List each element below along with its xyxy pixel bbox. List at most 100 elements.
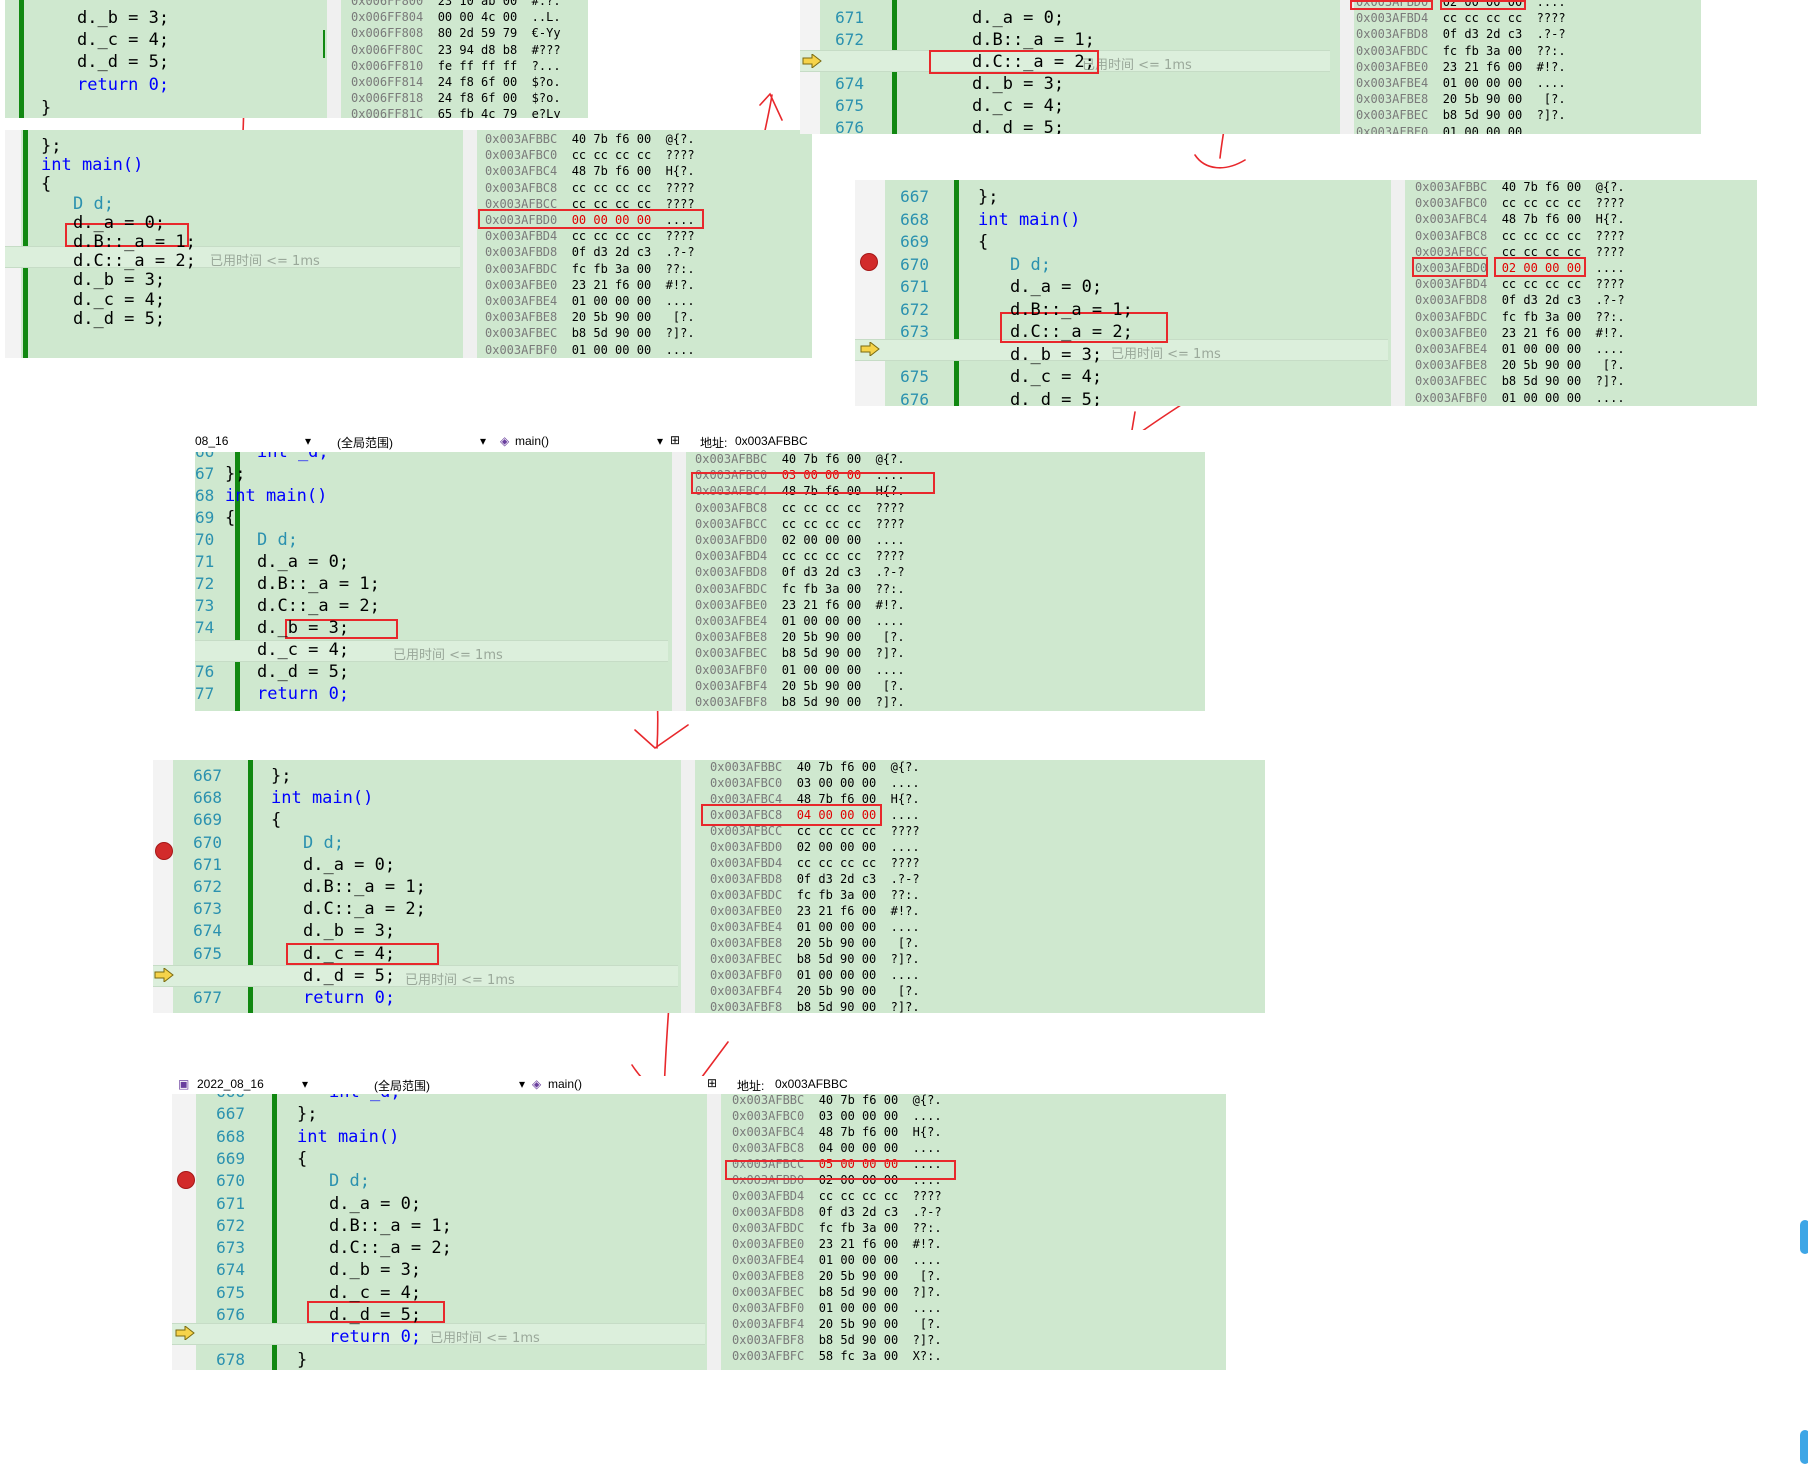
memory-ascii: #!?. [1595, 325, 1625, 340]
memory-ascii: ???? [1536, 11, 1566, 26]
line-number: 668 [900, 209, 929, 229]
line-number: 673 [193, 899, 222, 919]
line-number: 667 [193, 766, 222, 785]
memory-row: 0x003AFBE0 23 21 f6 00 #!?. [1415, 326, 1625, 340]
edge-handle[interactable] [1800, 1220, 1808, 1254]
elapsed-hint: 已用时间 <= 1ms [210, 254, 320, 269]
memory-address: 0x003AFBF0 [485, 342, 558, 357]
highlight-box [1000, 312, 1168, 343]
memory-row: 0x003AFBE0 23 21 f6 00 #!?. [1356, 60, 1566, 74]
highlight-box [1494, 257, 1586, 277]
memory-ascii: .... [1595, 390, 1625, 405]
function-icon: ◈ [532, 1077, 542, 1091]
panel-7: 666667668669670671672673674675676677678 … [172, 1094, 1226, 1370]
function-dropdown[interactable]: main() [515, 434, 550, 448]
memory-bytes: 40 7b f6 00 [1501, 180, 1582, 194]
memory-row: 0x003AFBF8 b8 5d 90 00 ?]?. [732, 1333, 942, 1347]
chevron-down-icon[interactable]: ▾ [302, 1077, 309, 1091]
scope-dropdown[interactable]: (全局范围) [337, 436, 393, 450]
memory-row: 0x003AFBE8 20 5b 90 00 [?. [710, 936, 920, 950]
memory-address: 0x003AFBC0 [710, 776, 783, 790]
code-line: { [297, 1148, 308, 1169]
breakpoint-icon[interactable] [155, 842, 173, 860]
memory-row: 0x003AFBEC b8 5d 90 00 ?]?. [695, 646, 905, 660]
memory-ascii: ??:. [890, 888, 920, 902]
chevron-down-icon[interactable]: ▾ [305, 434, 312, 448]
elapsed-hint: 已用时间 <= 1ms [405, 973, 515, 988]
memory-ascii: .... [665, 342, 695, 357]
memory-address: 0x003AFBF0 [1356, 124, 1429, 134]
code-line: d.C::_a = 2; [1010, 322, 1133, 342]
highlight-box [65, 223, 189, 247]
memory-row: 0x003AFBDC fc fb 3a 00 ??:. [732, 1221, 942, 1235]
memory-address: 0x003AFBD8 [732, 1205, 805, 1219]
project-dropdown[interactable]: 08_16 [195, 434, 229, 448]
line-number: 672 [835, 30, 864, 49]
code-line: d._a = 0; [73, 212, 166, 233]
memory-row: 0x003AFBD0 02 00 00 00 .... [1415, 261, 1625, 275]
memory-address: 0x003AFBD4 [732, 1189, 805, 1203]
breakpoint-icon[interactable] [177, 1171, 195, 1189]
memory-row: 0x003AFBE0 23 21 f6 00 #!?. [710, 904, 920, 918]
chevron-down-icon[interactable]: ▾ [480, 434, 487, 448]
line-number: 672 [900, 299, 929, 319]
memory-ascii: .?-? [1595, 293, 1625, 308]
scrollbar[interactable] [1391, 180, 1405, 406]
memory-bytes: 40 7b f6 00 [781, 452, 862, 466]
edge-handle[interactable] [1800, 1430, 1808, 1464]
code-line: d._d = 5; [329, 1305, 422, 1325]
memory-row: 0x003AFBDC fc fb 3a 00 ??:. [1415, 310, 1625, 324]
memory-ascii: ?]?. [665, 326, 695, 341]
memory-ascii: ??:. [665, 261, 695, 276]
memory-address: 0x003AFBE0 [710, 904, 783, 918]
scope-dropdown[interactable]: (全局范围) [374, 1079, 430, 1093]
line-number: 675 [900, 367, 929, 386]
memory-bytes: cc cc cc cc [1501, 277, 1582, 292]
chevron-down-icon[interactable]: ▾ [519, 1077, 526, 1091]
code-line: d.C::_a = 2; [257, 596, 380, 616]
scrollbar[interactable] [327, 0, 341, 118]
address-input[interactable]: 0x003AFBBC [775, 1077, 848, 1091]
split-icon[interactable]: ⊞ [707, 1076, 718, 1090]
code-line: { [271, 810, 282, 831]
memory-ascii: €-Yy [531, 26, 561, 41]
memory-address: 0x006FF818 [351, 91, 424, 106]
code-line: return 0; [257, 684, 350, 704]
scrollbar[interactable] [463, 130, 477, 358]
memory-row: 0x003AFBD4 cc cc cc cc ???? [485, 229, 695, 243]
breakpoint-icon[interactable] [860, 253, 878, 271]
scrollbar[interactable] [681, 760, 695, 1013]
code-line: d.B::_a = 1; [257, 574, 380, 594]
elapsed-hint: 已用时间 <= 1ms [430, 1331, 540, 1346]
code-line: int main() [225, 486, 328, 506]
address-input[interactable]: 0x003AFBBC [735, 434, 808, 448]
scrollbar[interactable] [672, 452, 686, 711]
project-dropdown[interactable]: 2022_08_16 [197, 1077, 264, 1091]
code-line: d._a = 0; [972, 8, 1065, 28]
function-dropdown[interactable]: main() [548, 1077, 583, 1091]
memory-address: 0x003AFBEC [732, 1285, 805, 1299]
memory-bytes: b8 5d 90 00 [796, 1000, 877, 1013]
scrollbar[interactable] [1340, 0, 1354, 134]
panel-2: 已用时间 <= 1ms }; int main(){D d; d._a = 0; d.… [5, 130, 812, 358]
memory-bytes: b8 5d 90 00 [781, 646, 862, 661]
memory-ascii: ???? [912, 1189, 942, 1203]
memory-ascii: .... [912, 1253, 942, 1267]
chevron-down-icon[interactable]: ▾ [657, 434, 664, 448]
memory-row: 0x003AFBD0 00 00 00 00 .... [485, 213, 695, 227]
code-line: }; [41, 136, 62, 156]
memory-bytes: fc fb 3a 00 [1442, 43, 1523, 58]
split-icon[interactable]: ⊞ [670, 433, 681, 447]
line-number: 673 [216, 1238, 245, 1258]
memory-ascii: [?. [912, 1269, 942, 1283]
memory-address: 0x006FF808 [351, 26, 424, 41]
memory-row: 0x003AFBDC fc fb 3a 00 ??:. [485, 262, 695, 276]
memory-address: 0x006FF814 [351, 75, 424, 89]
memory-bytes: cc cc cc cc [571, 180, 652, 195]
memory-address: 0x003AFBF4 [732, 1317, 805, 1331]
scrollbar[interactable] [707, 1094, 721, 1370]
memory-row: 0x003AFBD4 cc cc cc cc ???? [710, 856, 920, 870]
memory-address: 0x006FF81C [351, 107, 424, 118]
memory-ascii: [?. [875, 678, 905, 693]
memory-ascii: @{?. [1595, 180, 1625, 194]
